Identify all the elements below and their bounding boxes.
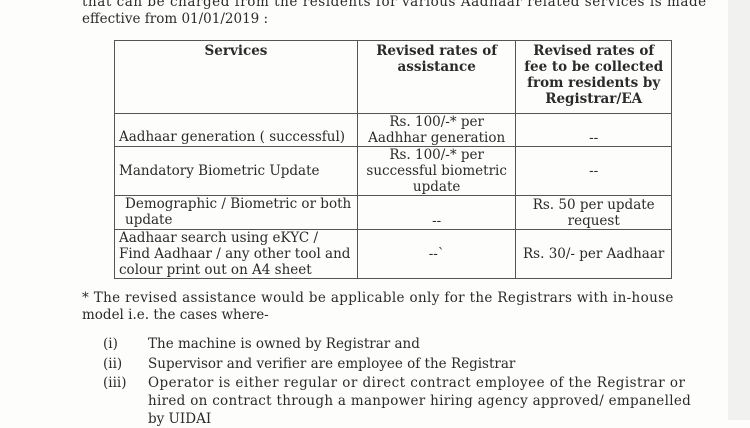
cell-assistance: --: [356, 195, 517, 230]
intro-line-2: effective from 01/01/2019 :: [82, 11, 269, 27]
table-row: Aadhaar generation ( successful) Rs. 100…: [114, 113, 672, 147]
table-row: Demographic / Biometric or both update -…: [114, 195, 672, 230]
cell-fee: --: [515, 146, 672, 196]
cell-service: Mandatory Biometric Update: [114, 146, 358, 196]
condition-text: by UIDAI: [148, 411, 212, 427]
intro-line-1: that can be charged from the residents f…: [82, 0, 707, 10]
condition-text: The machine is owned by Registrar and: [148, 336, 420, 352]
condition-text: hired on contract through a manpower hir…: [148, 393, 692, 409]
cell-fee: Rs. 30/- per Aadhaar: [515, 229, 672, 279]
scan-edge: [728, 0, 750, 420]
cell-assistance: Rs. 100/-* per Aadhhar generation: [356, 113, 517, 147]
note-line-1: * The revised assistance would be applic…: [82, 290, 674, 306]
header-assistance: Revised rates of assistance: [356, 40, 517, 114]
rates-table: Services Revised rates of assistance Rev…: [114, 40, 672, 279]
table-header-row: Services Revised rates of assistance Rev…: [114, 40, 672, 114]
table-row: Mandatory Biometric Update Rs. 100/-* pe…: [114, 146, 672, 196]
note-line-2: model i.e. the cases where-: [82, 307, 269, 323]
cell-service: Demographic / Biometric or both update: [114, 195, 358, 230]
cell-fee: Rs. 50 per update request: [515, 195, 672, 230]
cell-service: Aadhaar search using eKYC / Find Aadhaar…: [114, 229, 358, 279]
condition-text: Supervisor and verifier are employee of …: [148, 356, 516, 372]
cell-assistance: Rs. 100/-* per successful biometric upda…: [356, 146, 517, 196]
cell-fee: --: [515, 113, 672, 147]
condition-number: (i): [103, 336, 118, 352]
condition-text: Operator is either regular or direct con…: [148, 375, 686, 391]
header-fee: Revised rates of fee to be collected fro…: [515, 40, 672, 114]
cell-assistance: --`: [356, 229, 517, 279]
condition-number: (iii): [103, 375, 127, 391]
cell-service: Aadhaar generation ( successful): [114, 113, 358, 147]
table-row: Aadhaar search using eKYC / Find Aadhaar…: [114, 229, 672, 279]
condition-number: (ii): [103, 356, 123, 372]
header-services: Services: [114, 40, 358, 114]
